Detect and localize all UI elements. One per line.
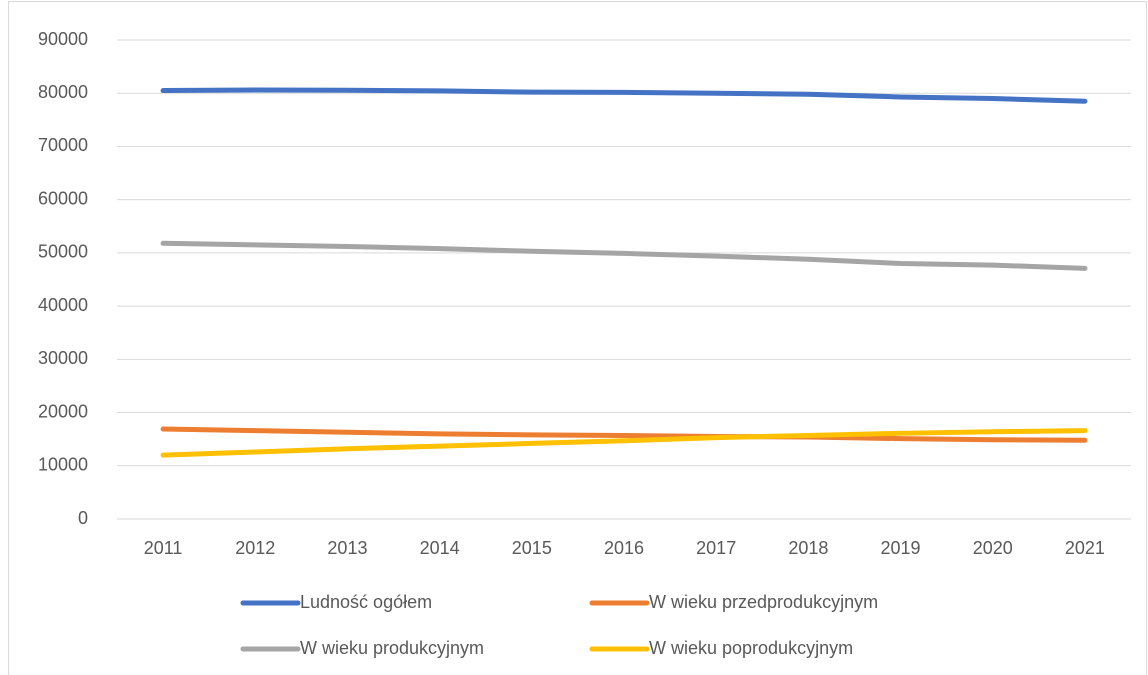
x-tick-label: 2013 — [327, 538, 367, 558]
x-tick-label: 2020 — [973, 538, 1013, 558]
y-tick-label: 10000 — [38, 455, 88, 475]
y-tick-label: 80000 — [38, 82, 88, 102]
y-tick-label: 40000 — [38, 295, 88, 315]
legend-label: Ludność ogółem — [300, 592, 432, 612]
x-tick-label: 2016 — [604, 538, 644, 558]
series-line — [160, 87, 1088, 104]
x-tick-label: 2011 — [144, 538, 183, 558]
x-tick-label: 2015 — [512, 538, 552, 558]
series-line — [160, 426, 1088, 443]
y-tick-label: 50000 — [38, 242, 88, 262]
y-tick-label: 70000 — [38, 135, 88, 155]
legend-label: W wieku przedprodukcyjnym — [649, 592, 878, 612]
legend-label: W wieku poprodukcyjnym — [649, 638, 853, 658]
chart-frame — [8, 1, 1147, 675]
y-tick-label: 90000 — [38, 29, 88, 49]
series-line — [160, 240, 1088, 271]
x-tick-label: 2012 — [235, 538, 275, 558]
y-tick-label: 60000 — [38, 188, 88, 208]
x-tick-label: 2014 — [420, 538, 460, 558]
x-tick-label: 2021 — [1065, 538, 1105, 558]
y-tick-label: 30000 — [38, 348, 88, 368]
series-line — [160, 428, 1088, 458]
y-tick-label: 0 — [78, 508, 88, 528]
x-tick-label: 2018 — [788, 538, 828, 558]
legend-label: W wieku produkcyjnym — [300, 638, 484, 658]
x-tick-label: 2019 — [881, 538, 921, 558]
x-tick-label: 2017 — [696, 538, 736, 558]
y-tick-label: 20000 — [38, 401, 88, 421]
